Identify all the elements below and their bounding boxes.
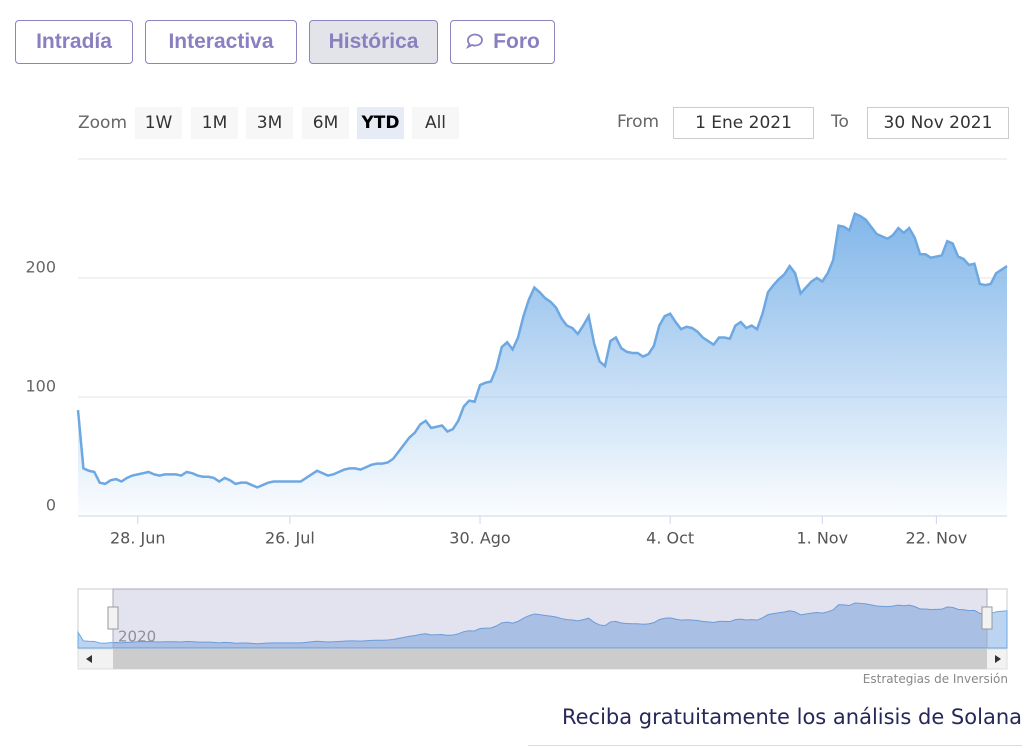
- x-tick-label: 4. Oct: [646, 529, 694, 548]
- from-label: From: [617, 112, 660, 132]
- navigator-handle[interactable]: [981, 606, 993, 630]
- area: [78, 213, 1007, 517]
- zoom-button[interactable]: 3M: [246, 107, 293, 139]
- zoom-button[interactable]: 1M: [191, 107, 238, 139]
- tab[interactable]: Intradía: [15, 20, 133, 64]
- x-tick-label: 30. Ago: [449, 529, 510, 548]
- to-label: To: [831, 112, 849, 132]
- divider: [528, 745, 1022, 746]
- tab[interactable]: Foro: [450, 20, 555, 64]
- navigator-label: 2020: [118, 628, 156, 646]
- scroll-right[interactable]: [995, 655, 1001, 663]
- x-tick-label: 22. Nov: [905, 529, 967, 548]
- y-tick-label: 0: [46, 496, 56, 515]
- zoom-button[interactable]: 1W: [135, 107, 182, 139]
- navigator-handle[interactable]: [107, 606, 119, 630]
- zoom-button[interactable]: All: [412, 107, 459, 139]
- x-tick-label: 28. Jun: [110, 529, 166, 548]
- from-input[interactable]: 1 Ene 2021: [673, 107, 814, 139]
- credit[interactable]: Estrategias de Inversión: [862, 672, 1008, 686]
- scroll-left[interactable]: [86, 655, 92, 663]
- zoom-button-active[interactable]: YTD: [357, 107, 404, 139]
- y-tick-label: 200: [25, 258, 56, 277]
- tab-label: Foro: [493, 30, 540, 53]
- chat-icon: [466, 33, 484, 50]
- to-input[interactable]: 30 Nov 2021: [867, 107, 1009, 139]
- navigator-area: [77, 602, 1008, 649]
- footer-text: Reciba gratuitamente los análisis de Sol…: [561, 705, 1022, 729]
- navigator-selection: [112, 588, 988, 650]
- line: [76, 212, 1008, 489]
- x-tick-label: 26. Jul: [265, 529, 315, 548]
- chart: 2020 0 100 200 28. Jun 26. Jul 30. Ago 4. Oct 1…: [25, 158, 1008, 670]
- tab[interactable]: Interactiva: [145, 20, 297, 64]
- y-tick-label: 100: [25, 377, 56, 396]
- zoom-label: Zoom: [78, 113, 128, 133]
- tab-active[interactable]: Histórica: [309, 20, 438, 64]
- scrollbar-thumb[interactable]: [113, 649, 987, 669]
- zoom-button[interactable]: 6M: [302, 107, 349, 139]
- x-tick-label: 1. Nov: [796, 529, 848, 548]
